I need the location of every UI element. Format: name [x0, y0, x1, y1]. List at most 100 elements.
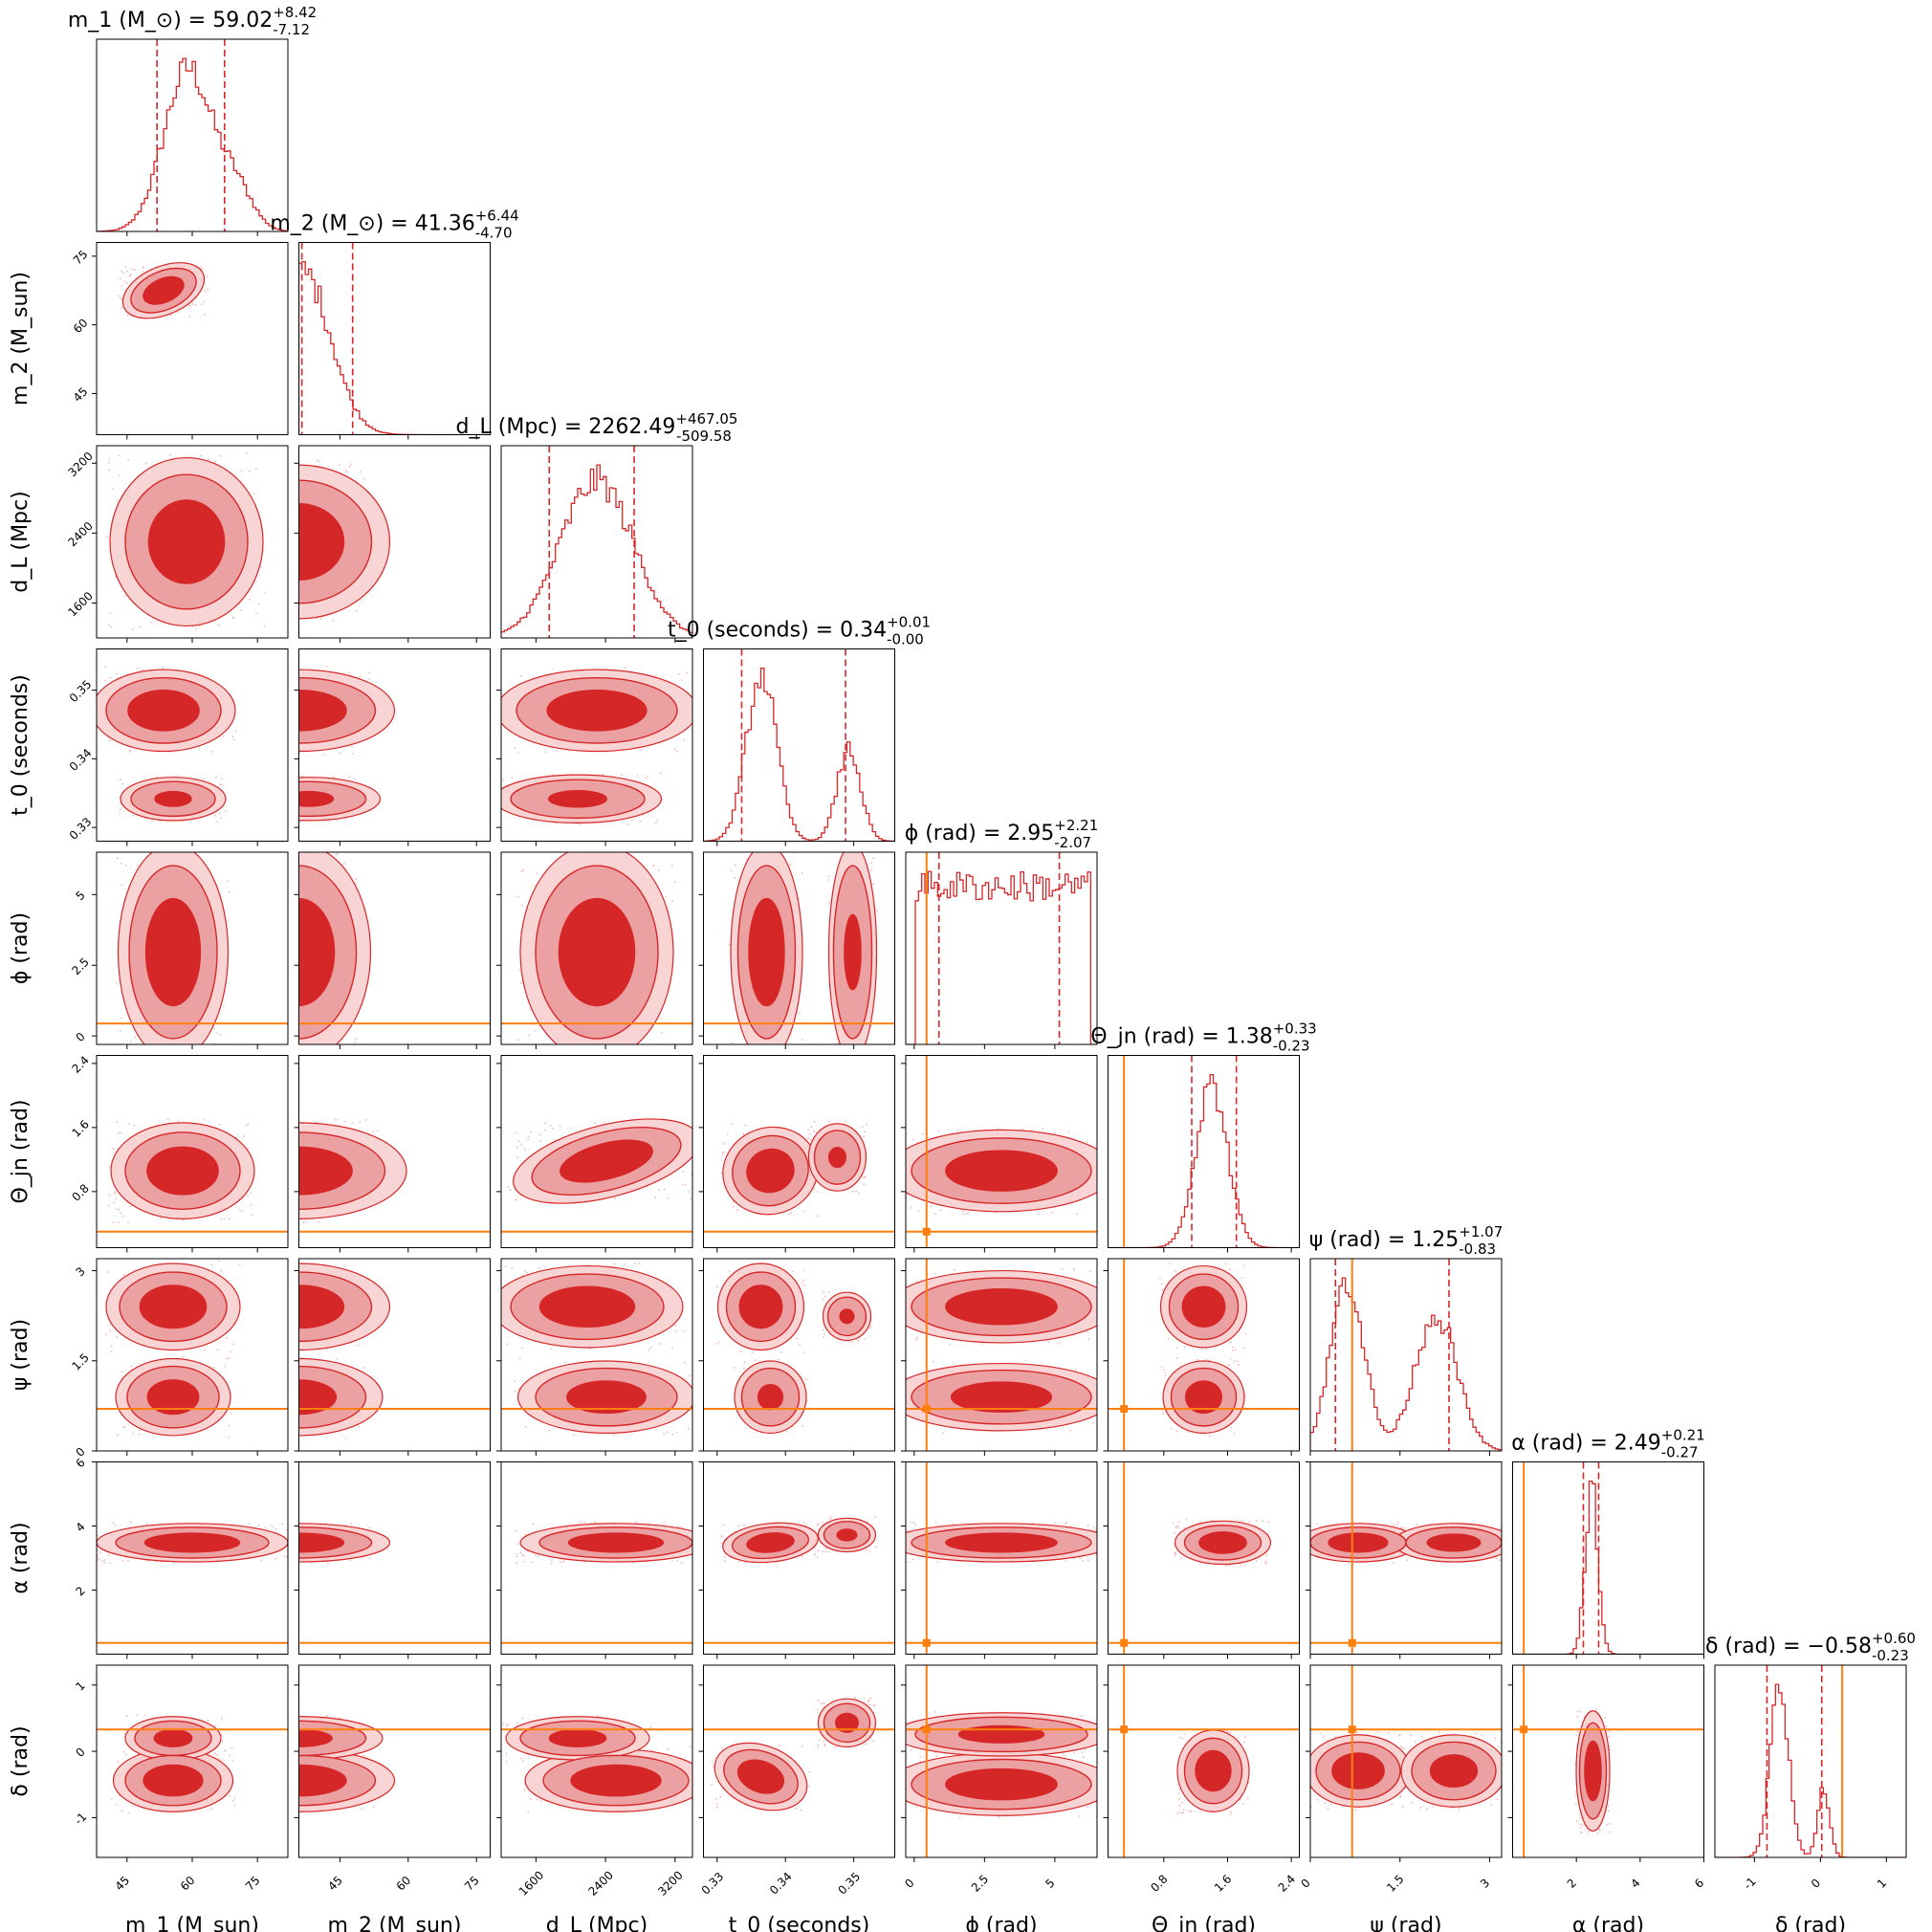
- sample-point: [801, 1745, 803, 1747]
- sample-point: [889, 1554, 891, 1556]
- sample-point: [836, 1042, 839, 1044]
- sample-point: [234, 1776, 236, 1778]
- sample-point: [539, 1140, 542, 1143]
- sample-point: [234, 730, 237, 733]
- sample-point: [706, 1538, 708, 1540]
- sample-point: [630, 819, 633, 822]
- sample-point: [97, 1556, 99, 1559]
- sample-point: [104, 679, 107, 682]
- sample-point: [244, 1021, 246, 1022]
- sample-point: [649, 1748, 652, 1751]
- x-tick-label-m2: 45: [325, 1874, 345, 1894]
- sample-point: [234, 699, 236, 701]
- sample-point: [112, 1522, 115, 1525]
- sample-point: [229, 1794, 231, 1797]
- sample-point: [280, 977, 282, 978]
- sample-point: [1267, 1521, 1270, 1524]
- panel-delta-vs-dL: [501, 1715, 692, 1813]
- sample-point: [257, 1309, 259, 1311]
- sample-point: [254, 612, 257, 615]
- sample-point: [939, 1209, 942, 1212]
- sample-point: [232, 1754, 234, 1756]
- sample-point: [1232, 1346, 1235, 1349]
- sample-point: [276, 1321, 278, 1323]
- sample-point: [1401, 1526, 1404, 1529]
- y-tick-label-phi: 2.5: [69, 955, 91, 977]
- sample-point: [614, 1262, 617, 1265]
- sample-point: [1053, 1131, 1056, 1134]
- sample-point: [241, 1210, 244, 1213]
- sample-point: [109, 1324, 112, 1327]
- sample-point: [1101, 1151, 1103, 1153]
- sample-point: [289, 813, 291, 815]
- y-tick-label-theta_jn: 1.6: [69, 1117, 91, 1139]
- sample-point: [860, 836, 862, 838]
- sample-point: [108, 739, 111, 742]
- sample-point: [114, 1524, 117, 1526]
- sample-point: [264, 591, 267, 594]
- sample-point: [118, 1131, 121, 1134]
- sample-point: [127, 1221, 130, 1223]
- sample-point: [136, 1067, 138, 1069]
- sample-point: [253, 1403, 255, 1405]
- sample-point: [238, 1263, 241, 1265]
- sample-point: [245, 1786, 247, 1788]
- sample-point: [183, 838, 185, 840]
- sample-point: [828, 1120, 830, 1123]
- sample-point: [282, 1067, 284, 1069]
- sample-point: [666, 1431, 669, 1434]
- sample-point: [121, 884, 123, 887]
- sample-point: [295, 1533, 296, 1535]
- sample-point: [181, 1063, 183, 1065]
- sample-point: [1065, 1560, 1067, 1563]
- sample-point: [1303, 1526, 1305, 1528]
- sample-point: [869, 862, 872, 865]
- sample-point: [612, 1050, 614, 1052]
- sample-point: [235, 1743, 237, 1745]
- sample-point: [279, 1032, 281, 1034]
- sample-point: [523, 1789, 526, 1791]
- sample-point: [290, 1751, 292, 1753]
- sample-point: [738, 1525, 741, 1527]
- sample-point: [137, 667, 140, 670]
- sample-point: [257, 1119, 259, 1121]
- sample-point: [110, 1350, 113, 1352]
- panel-frame: [298, 1055, 491, 1248]
- sample-point: [213, 1027, 216, 1030]
- sample-point: [252, 1811, 254, 1813]
- sample-point: [1513, 1529, 1515, 1531]
- sample-point: [129, 1040, 132, 1043]
- sample-point: [246, 451, 249, 454]
- sample-point: [1073, 1268, 1075, 1271]
- sample-point: [268, 569, 270, 571]
- sample-point: [361, 1808, 363, 1811]
- sample-point: [687, 1427, 690, 1430]
- sample-point: [257, 1524, 260, 1526]
- panel-frame: [905, 1461, 1098, 1655]
- sample-point: [265, 1761, 267, 1763]
- sample-point: [1067, 1131, 1070, 1132]
- sample-point: [272, 600, 274, 602]
- sample-point: [1087, 1559, 1089, 1562]
- sample-point: [123, 280, 125, 283]
- sample-point: [264, 541, 266, 543]
- contour-inner: [746, 1532, 795, 1553]
- sample-point: [254, 582, 257, 583]
- contour-inner: [143, 1764, 204, 1797]
- sample-point: [255, 927, 257, 929]
- sample-point: [1051, 1212, 1054, 1214]
- sample-point: [817, 1556, 820, 1559]
- sample-point: [685, 1184, 688, 1187]
- sample-point: [264, 1526, 267, 1529]
- sample-point: [253, 1749, 255, 1751]
- sample-point: [817, 1522, 820, 1525]
- sample-point: [536, 872, 538, 875]
- sample-point: [899, 1310, 901, 1312]
- sample-point: [212, 1367, 215, 1369]
- sample-point: [1175, 1270, 1176, 1272]
- sample-point: [1225, 1565, 1228, 1567]
- sample-point: [1504, 1537, 1506, 1539]
- sample-point: [280, 588, 282, 590]
- sample-point: [348, 776, 351, 779]
- sample-point: [243, 808, 245, 810]
